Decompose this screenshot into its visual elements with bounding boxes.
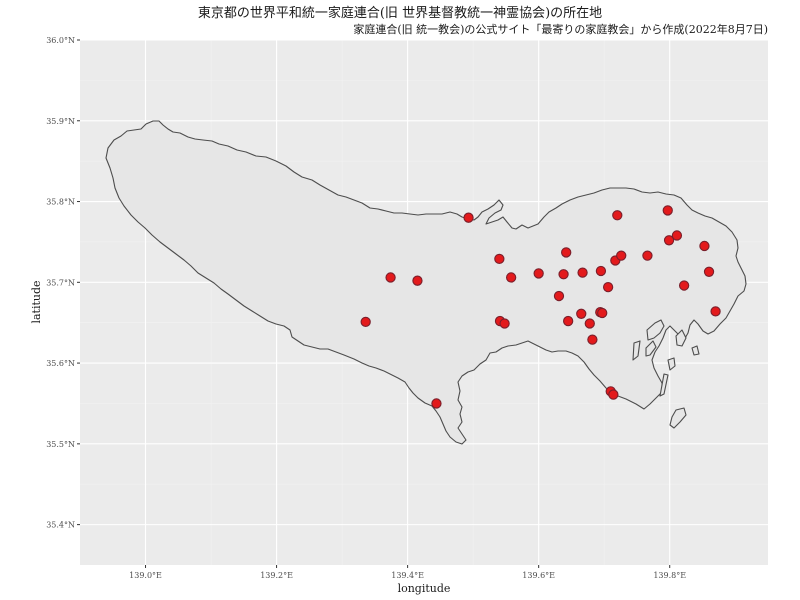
church-location-point: [412, 275, 423, 286]
church-location-point: [602, 282, 614, 293]
x-axis: 139.0°E 139.2°E 139.4°E 139.6°E 139.8°E: [129, 565, 686, 580]
chart-title: 東京都の世界平和統一家庭連合(旧 世界基督教統一神霊協会)の所在地: [197, 6, 603, 21]
bay-island-east: [675, 329, 687, 347]
x-tick-label: 139.4°E: [391, 571, 424, 580]
church-location-point: [558, 269, 569, 280]
church-location-point: [553, 290, 565, 302]
church-location-point: [616, 250, 627, 261]
church-location-point: [595, 265, 607, 277]
church-location-point: [612, 210, 623, 221]
church-location-point: [499, 318, 510, 329]
church-location-point: [494, 253, 505, 265]
church-location-point: [671, 230, 683, 241]
church-location-point: [699, 240, 710, 252]
church-location-point: [663, 235, 675, 246]
x-tick-label: 139.6°E: [522, 571, 555, 580]
church-markers: [360, 205, 721, 409]
y-tick-label: 35.6°N: [46, 359, 75, 368]
church-location-point: [608, 389, 619, 400]
chart-subtitle: 家庭連合(旧 統一教会)の公式サイト「最寄りの家庭教会」から作成(2022年8月…: [353, 23, 768, 36]
y-tick-label: 36.0°N: [46, 36, 75, 45]
church-location-point: [463, 212, 474, 223]
church-location-point: [678, 280, 690, 291]
bay-island-south: [667, 357, 676, 371]
church-location-point: [587, 334, 598, 345]
y-axis: 35.4°N 35.5°N 35.6°N 35.7°N 35.8°N 35.9°N 36.0…: [46, 36, 80, 530]
church-location-point: [597, 307, 608, 319]
bay-pier-c: [691, 345, 700, 356]
y-tick-label: 35.5°N: [46, 440, 75, 449]
y-tick-label: 35.9°N: [46, 117, 75, 126]
x-axis-label: longitude: [398, 582, 451, 595]
church-location-point: [703, 266, 715, 277]
church-location-point: [505, 272, 517, 283]
tokyo-boundary: [105, 120, 747, 445]
church-location-point: [360, 316, 371, 328]
x-tick-label: 139.8°E: [653, 571, 686, 580]
tokyo-mainland: [105, 120, 747, 445]
church-location-point: [431, 398, 442, 409]
church-location-point: [710, 306, 721, 317]
church-location-point: [662, 205, 673, 216]
x-tick-label: 139.2°E: [260, 571, 293, 580]
church-location-point: [563, 315, 574, 327]
church-location-point: [561, 247, 572, 258]
church-location-point: [576, 308, 587, 319]
bay-pier-b: [659, 373, 669, 397]
church-location-point: [584, 318, 595, 329]
y-tick-label: 35.4°N: [46, 521, 75, 530]
church-location-point: [385, 272, 396, 283]
church-location-point: [577, 267, 588, 278]
x-tick-label: 139.0°E: [129, 571, 162, 580]
y-tick-label: 35.7°N: [46, 278, 75, 287]
bay-island-mid: [645, 340, 657, 357]
y-tick-label: 35.8°N: [46, 198, 75, 207]
bay-island-main: [669, 407, 687, 429]
church-location-point: [642, 250, 653, 261]
church-location-point: [533, 268, 544, 279]
bay-pier-a: [632, 340, 641, 361]
bay-island-north: [646, 319, 665, 341]
y-axis-label: latitude: [30, 280, 43, 323]
